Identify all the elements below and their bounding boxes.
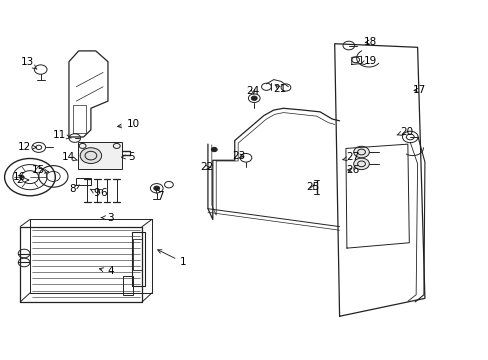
Text: 14: 14 — [61, 152, 77, 162]
Bar — [76, 178, 91, 185]
Text: 15: 15 — [32, 165, 48, 175]
Text: 21: 21 — [272, 84, 285, 94]
Circle shape — [154, 186, 159, 190]
Text: 2: 2 — [16, 175, 29, 185]
Circle shape — [251, 96, 257, 100]
Text: 18: 18 — [363, 37, 376, 47]
Text: 22: 22 — [200, 162, 213, 172]
Bar — [122, 276, 133, 296]
Circle shape — [353, 146, 368, 158]
Circle shape — [211, 147, 217, 152]
Text: 26: 26 — [346, 165, 359, 175]
Bar — [133, 239, 142, 270]
Text: 10: 10 — [117, 120, 140, 129]
Text: 19: 19 — [360, 56, 376, 66]
Text: 12: 12 — [18, 142, 37, 152]
Text: 8: 8 — [69, 184, 79, 194]
Text: 7: 7 — [156, 188, 163, 201]
Text: 5: 5 — [121, 152, 134, 162]
Text: 6: 6 — [97, 188, 106, 198]
FancyBboxPatch shape — [78, 142, 122, 169]
Text: 23: 23 — [231, 150, 245, 161]
Text: 3: 3 — [101, 213, 114, 222]
Text: 16: 16 — [13, 172, 26, 182]
Text: 24: 24 — [246, 86, 259, 96]
Text: 25: 25 — [305, 182, 319, 192]
Text: 9: 9 — [90, 188, 100, 198]
Text: 13: 13 — [21, 57, 37, 69]
Text: 4: 4 — [99, 266, 114, 276]
Text: 1: 1 — [157, 250, 186, 267]
Circle shape — [80, 148, 102, 163]
Text: 27: 27 — [342, 152, 359, 162]
Text: 11: 11 — [53, 130, 71, 140]
Text: 17: 17 — [411, 85, 425, 95]
Circle shape — [353, 158, 368, 170]
Text: 20: 20 — [396, 127, 412, 136]
